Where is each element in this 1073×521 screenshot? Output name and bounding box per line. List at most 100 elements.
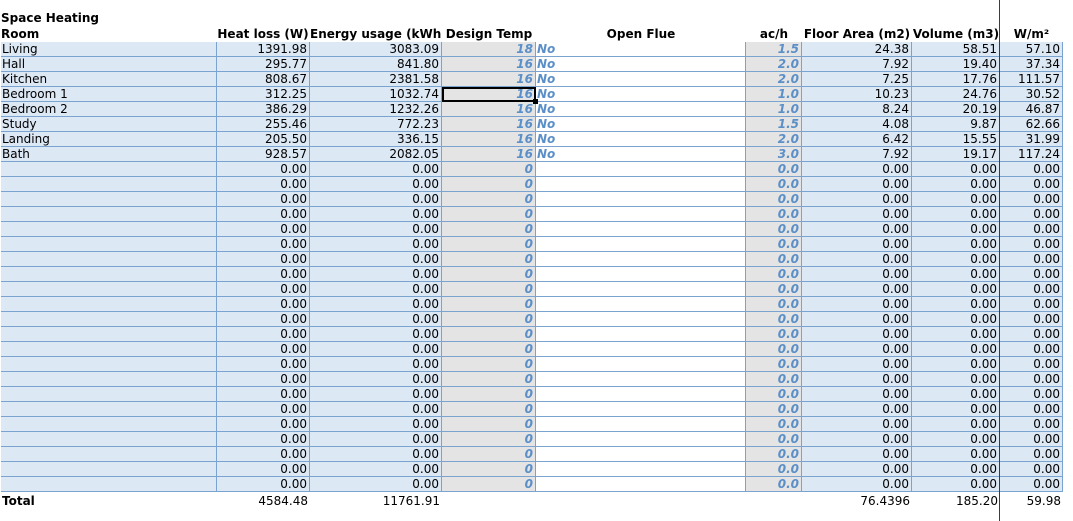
cell-volume[interactable]: 0.00 bbox=[912, 207, 1000, 222]
cell-volume[interactable]: 0.00 bbox=[912, 372, 1000, 387]
cell-volume[interactable]: 0.00 bbox=[912, 252, 1000, 267]
cell-flue[interactable] bbox=[536, 207, 746, 222]
cell-wm2[interactable]: 0.00 bbox=[1000, 282, 1063, 297]
cell-area[interactable]: 7.25 bbox=[802, 72, 912, 87]
cell-room[interactable] bbox=[1, 402, 217, 417]
cell-flue[interactable] bbox=[536, 327, 746, 342]
cell-temp[interactable]: 16 bbox=[442, 57, 536, 72]
cell-ach[interactable]: 1.5 bbox=[746, 117, 802, 132]
cell-heat-loss[interactable]: 0.00 bbox=[217, 237, 310, 252]
cell-heat-loss[interactable]: 386.29 bbox=[217, 102, 310, 117]
cell-room[interactable] bbox=[1, 432, 217, 447]
cell-heat-loss[interactable]: 808.67 bbox=[217, 72, 310, 87]
cell-wm2[interactable]: 31.99 bbox=[1000, 132, 1063, 147]
cell-energy[interactable]: 0.00 bbox=[310, 192, 442, 207]
cell-temp[interactable]: 0 bbox=[442, 177, 536, 192]
cell-energy[interactable]: 1232.26 bbox=[310, 102, 442, 117]
cell-temp[interactable]: 16 bbox=[442, 132, 536, 147]
cell-flue[interactable] bbox=[536, 372, 746, 387]
cell-flue[interactable]: No bbox=[536, 57, 746, 72]
cell-area[interactable]: 7.92 bbox=[802, 57, 912, 72]
cell-flue[interactable] bbox=[536, 462, 746, 477]
cell-volume[interactable]: 0.00 bbox=[912, 357, 1000, 372]
cell-wm2[interactable]: 0.00 bbox=[1000, 417, 1063, 432]
cell-ach[interactable]: 0.0 bbox=[746, 462, 802, 477]
cell-wm2[interactable]: 46.87 bbox=[1000, 102, 1063, 117]
cell-volume[interactable]: 0.00 bbox=[912, 222, 1000, 237]
cell-energy[interactable]: 0.00 bbox=[310, 252, 442, 267]
cell-heat-loss[interactable]: 928.57 bbox=[217, 147, 310, 162]
cell-heat-loss[interactable]: 295.77 bbox=[217, 57, 310, 72]
cell-energy[interactable]: 0.00 bbox=[310, 387, 442, 402]
cell-heat-loss[interactable]: 0.00 bbox=[217, 477, 310, 492]
cell-area[interactable]: 24.38 bbox=[802, 42, 912, 57]
cell-volume[interactable]: 0.00 bbox=[912, 417, 1000, 432]
cell-heat-loss[interactable]: 0.00 bbox=[217, 252, 310, 267]
cell-energy[interactable]: 0.00 bbox=[310, 447, 442, 462]
cell-area[interactable]: 0.00 bbox=[802, 477, 912, 492]
cell-area[interactable]: 8.24 bbox=[802, 102, 912, 117]
cell-ach[interactable]: 3.0 bbox=[746, 147, 802, 162]
cell-energy[interactable]: 0.00 bbox=[310, 162, 442, 177]
cell-room[interactable]: Living bbox=[1, 42, 217, 57]
cell-flue[interactable] bbox=[536, 252, 746, 267]
cell-wm2[interactable]: 62.66 bbox=[1000, 117, 1063, 132]
total-wm2[interactable]: 59.98 bbox=[1026, 494, 1061, 508]
cell-wm2[interactable]: 0.00 bbox=[1000, 432, 1063, 447]
cell-ach[interactable]: 0.0 bbox=[746, 387, 802, 402]
cell-volume[interactable]: 19.17 bbox=[912, 147, 1000, 162]
cell-flue[interactable] bbox=[536, 267, 746, 282]
cell-ach[interactable]: 0.0 bbox=[746, 177, 802, 192]
cell-flue[interactable]: No bbox=[536, 72, 746, 87]
cell-room[interactable]: Study bbox=[1, 117, 217, 132]
cell-area[interactable]: 0.00 bbox=[802, 462, 912, 477]
cell-energy[interactable]: 2082.05 bbox=[310, 147, 442, 162]
cell-volume[interactable]: 19.40 bbox=[912, 57, 1000, 72]
cell-wm2[interactable]: 0.00 bbox=[1000, 342, 1063, 357]
cell-volume[interactable]: 0.00 bbox=[912, 342, 1000, 357]
cell-flue[interactable] bbox=[536, 447, 746, 462]
cell-area[interactable]: 0.00 bbox=[802, 252, 912, 267]
cell-area[interactable]: 0.00 bbox=[802, 342, 912, 357]
cell-ach[interactable]: 2.0 bbox=[746, 72, 802, 87]
cell-wm2[interactable]: 0.00 bbox=[1000, 222, 1063, 237]
cell-energy[interactable]: 0.00 bbox=[310, 477, 442, 492]
cell-ach[interactable]: 2.0 bbox=[746, 57, 802, 72]
cell-flue[interactable] bbox=[536, 357, 746, 372]
cell-room[interactable] bbox=[1, 477, 217, 492]
cell-volume[interactable]: 0.00 bbox=[912, 177, 1000, 192]
cell-volume[interactable]: 0.00 bbox=[912, 312, 1000, 327]
cell-temp[interactable]: 0 bbox=[442, 342, 536, 357]
total-area[interactable]: 76.4396 bbox=[860, 494, 910, 508]
cell-volume[interactable]: 0.00 bbox=[912, 387, 1000, 402]
cell-wm2[interactable]: 0.00 bbox=[1000, 312, 1063, 327]
cell-temp[interactable]: 0 bbox=[442, 432, 536, 447]
cell-room[interactable] bbox=[1, 417, 217, 432]
cell-ach[interactable]: 0.0 bbox=[746, 432, 802, 447]
cell-temp[interactable]: 0 bbox=[442, 252, 536, 267]
cell-heat-loss[interactable]: 312.25 bbox=[217, 87, 310, 102]
cell-temp[interactable]: 0 bbox=[442, 282, 536, 297]
cell-area[interactable]: 0.00 bbox=[802, 447, 912, 462]
cell-energy[interactable]: 0.00 bbox=[310, 297, 442, 312]
cell-energy[interactable]: 0.00 bbox=[310, 312, 442, 327]
cell-wm2[interactable]: 111.57 bbox=[1000, 72, 1063, 87]
cell-heat-loss[interactable]: 0.00 bbox=[217, 402, 310, 417]
cell-volume[interactable]: 0.00 bbox=[912, 282, 1000, 297]
cell-temp[interactable]: 0 bbox=[442, 357, 536, 372]
cell-flue[interactable] bbox=[536, 342, 746, 357]
cell-volume[interactable]: 0.00 bbox=[912, 297, 1000, 312]
cell-area[interactable]: 0.00 bbox=[802, 297, 912, 312]
cell-area[interactable]: 0.00 bbox=[802, 432, 912, 447]
cell-ach[interactable]: 0.0 bbox=[746, 192, 802, 207]
cell-area[interactable]: 0.00 bbox=[802, 357, 912, 372]
cell-heat-loss[interactable]: 1391.98 bbox=[217, 42, 310, 57]
cell-ach[interactable]: 0.0 bbox=[746, 327, 802, 342]
cell-flue[interactable] bbox=[536, 192, 746, 207]
cell-wm2[interactable]: 0.00 bbox=[1000, 237, 1063, 252]
cell-heat-loss[interactable]: 0.00 bbox=[217, 462, 310, 477]
cell-energy[interactable]: 841.80 bbox=[310, 57, 442, 72]
cell-ach[interactable]: 0.0 bbox=[746, 357, 802, 372]
cell-energy[interactable]: 336.15 bbox=[310, 132, 442, 147]
cell-room[interactable] bbox=[1, 267, 217, 282]
